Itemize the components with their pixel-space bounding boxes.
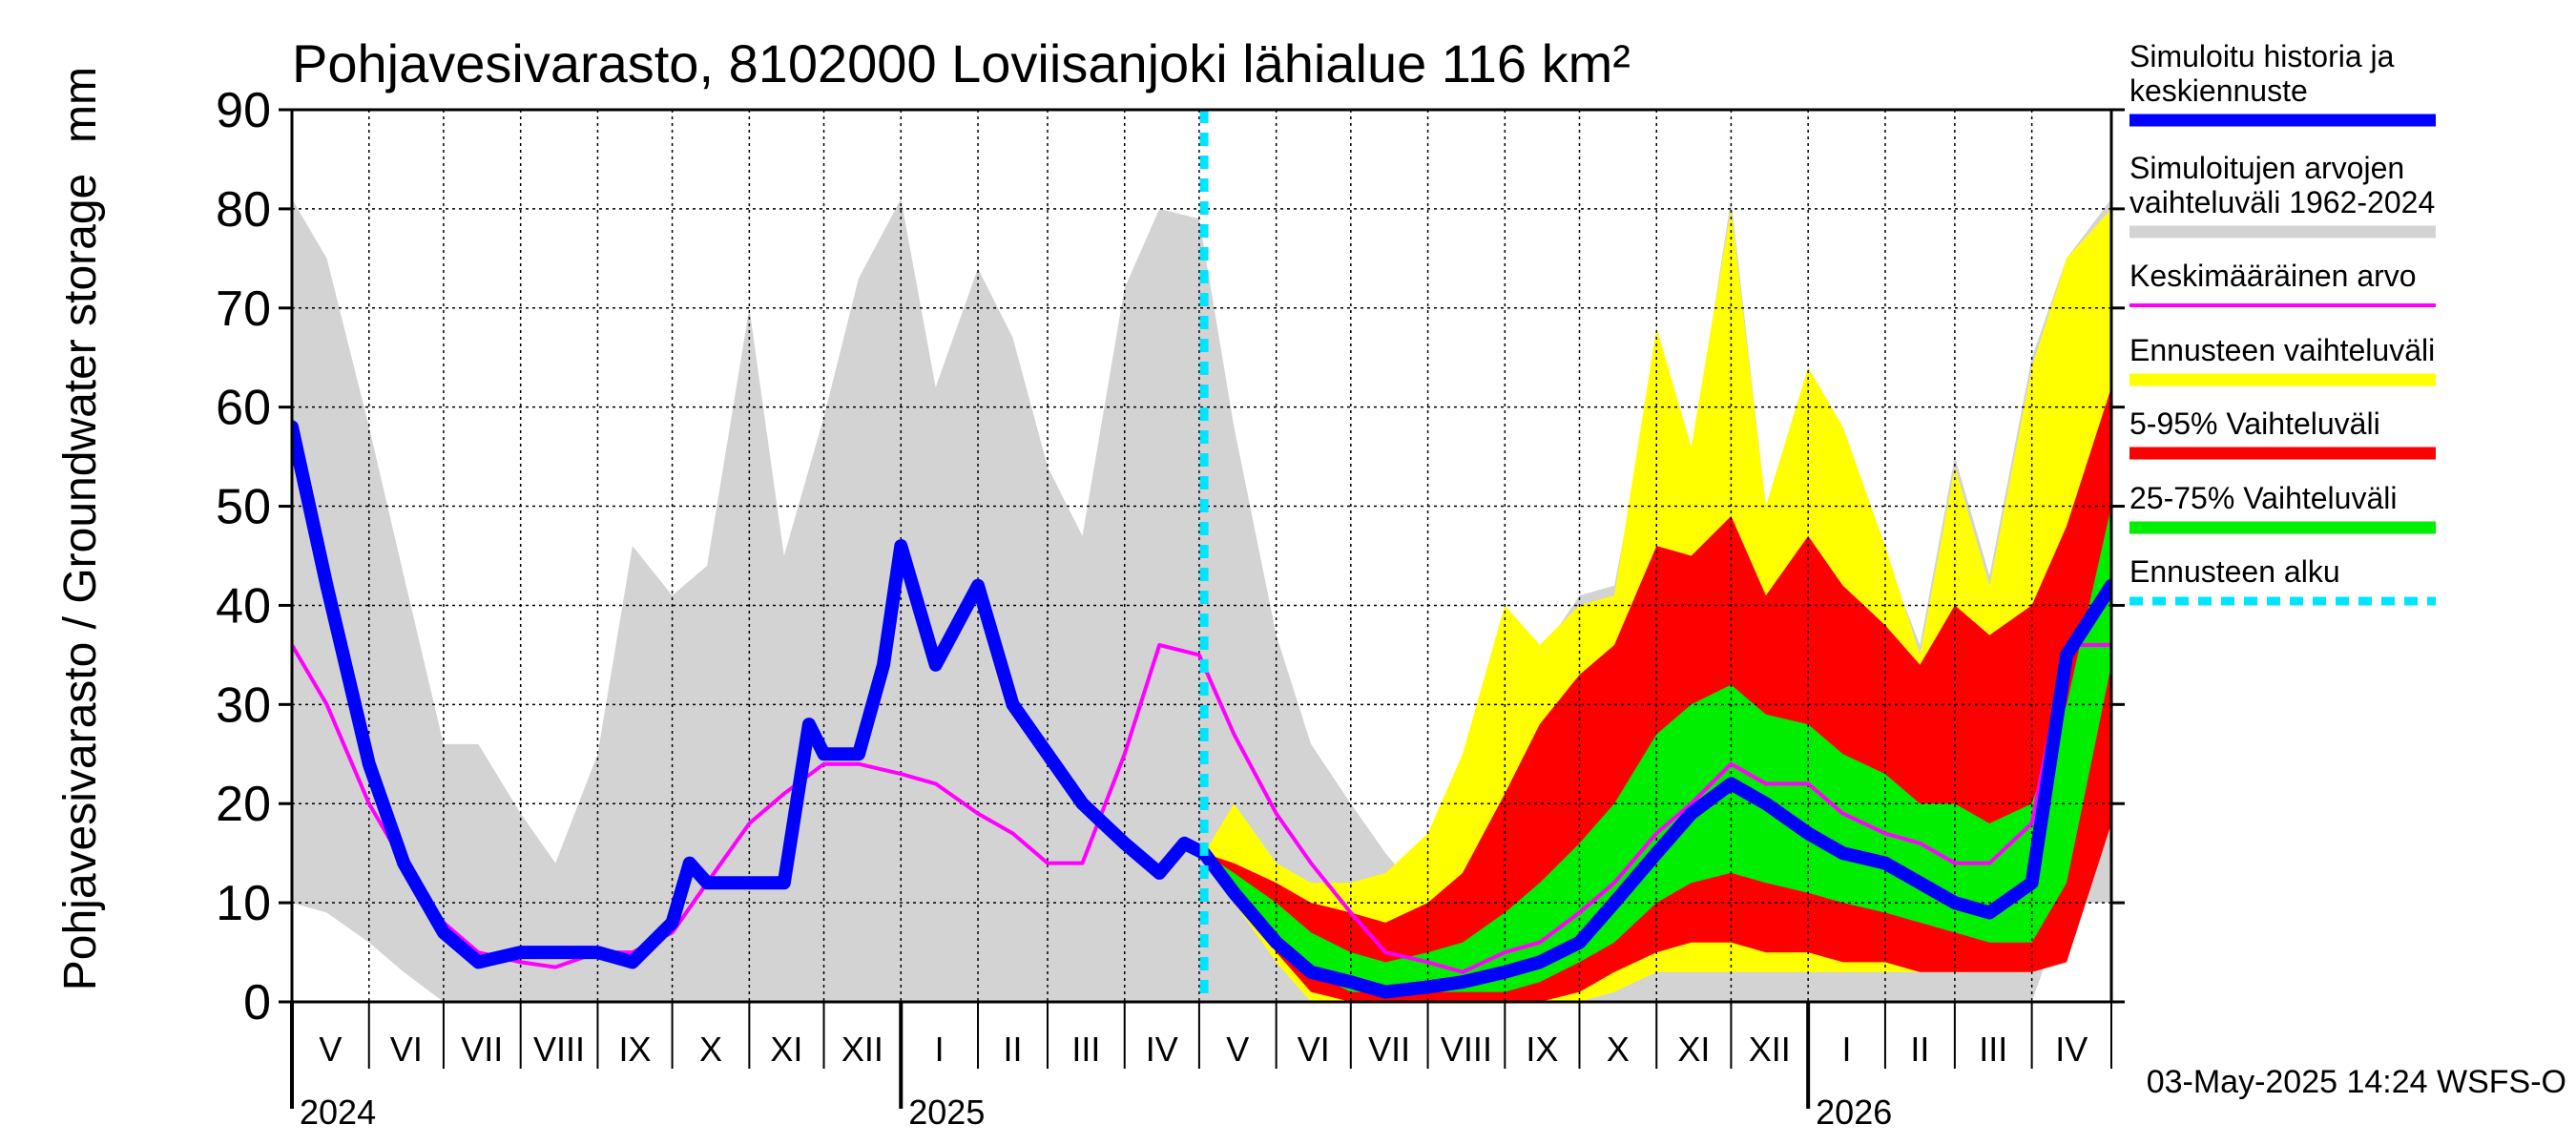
y-tick-label-20: 20 xyxy=(216,777,271,832)
x-month-label-10: III xyxy=(1071,1030,1100,1069)
x-month-label-2: VII xyxy=(461,1030,503,1069)
legend-label-line: Simuloitu historia ja xyxy=(2129,39,2395,73)
plot-area xyxy=(292,110,2111,1002)
x-month-label-9: II xyxy=(1003,1030,1022,1069)
line-5 xyxy=(292,420,2111,999)
x-month-label-13: VI xyxy=(1298,1030,1330,1069)
x-month-label-6: XI xyxy=(770,1030,802,1069)
legend-label-6: Ennusteen alku xyxy=(2129,554,2340,589)
x-month-label-5: X xyxy=(699,1030,722,1069)
x-month-label-7: XII xyxy=(841,1030,883,1069)
x-month-label-15: VIII xyxy=(1441,1030,1492,1069)
x-month-label-21: II xyxy=(1910,1030,1929,1069)
plot-clip-group xyxy=(292,110,2111,1002)
y-tick-label-90: 90 xyxy=(216,83,271,138)
x-month-label-19: XII xyxy=(1749,1030,1791,1069)
legend-label-1: Simuloitujen arvojen vaihteluväli 1962-20… xyxy=(2129,151,2435,219)
legend-label-2: Keskimääräinen arvo xyxy=(2129,259,2417,293)
plot-frame xyxy=(290,108,2113,1004)
legend-label-4: 5-95% Vaihteluväli xyxy=(2129,406,2380,441)
y-tick-label-80: 80 xyxy=(216,182,271,238)
band-3 xyxy=(1204,506,2111,992)
y-tick-label-30: 30 xyxy=(216,677,271,733)
x-month-label-0: V xyxy=(319,1030,342,1069)
y-tick-label-40: 40 xyxy=(216,578,271,634)
y-tick-label-70: 70 xyxy=(216,281,271,337)
x-month-label-23: IV xyxy=(2055,1030,2088,1069)
y-tick-label-0: 0 xyxy=(243,975,271,1030)
x-month-label-17: X xyxy=(1607,1030,1630,1069)
y-tick-label-50: 50 xyxy=(216,480,271,535)
legend-label-line: keskiennuste xyxy=(2129,73,2308,108)
x-month-label-20: I xyxy=(1842,1030,1852,1069)
legend-label-line: vaihteluväli 1962-2024 xyxy=(2129,185,2435,219)
x-month-label-1: VI xyxy=(390,1030,423,1069)
y-axis-label: Pohjavesivarasto / Groundwater storage xyxy=(55,174,106,990)
x-year-label-2: 2026 xyxy=(1816,1093,1892,1132)
legend-label-3: Ennusteen vaihteluväli xyxy=(2129,333,2435,367)
x-month-label-22: III xyxy=(1979,1030,2007,1069)
legend-label-5: 25-75% Vaihteluväli xyxy=(2129,481,2397,515)
x-month-label-18: XI xyxy=(1677,1030,1710,1069)
y-axis-unit: mm xyxy=(55,67,106,143)
x-month-label-3: VIII xyxy=(533,1030,585,1069)
legend-label-line: Simuloitujen arvojen xyxy=(2129,151,2404,185)
x-month-label-4: IX xyxy=(619,1030,652,1069)
x-month-label-12: V xyxy=(1226,1030,1249,1069)
x-year-label-1: 2025 xyxy=(908,1093,985,1132)
x-month-label-11: IV xyxy=(1146,1030,1178,1069)
legend-label-0: Simuloitu historia ja keskiennuste xyxy=(2129,39,2395,108)
chart-title: Pohjavesivarasto, 8102000 Loviisanjoki l… xyxy=(292,33,1631,94)
y-tick-label-60: 60 xyxy=(216,381,271,436)
x-month-label-16: IX xyxy=(1526,1030,1558,1069)
x-year-label-0: 2024 xyxy=(300,1093,376,1132)
footer-timestamp: 03-May-2025 14:24 WSFS-O xyxy=(2147,1064,2566,1100)
legend: Simuloitu historia ja keskiennusteSimuloi… xyxy=(2129,39,2436,606)
y-tick-label-10: 10 xyxy=(216,876,271,931)
x-month-label-8: I xyxy=(935,1030,945,1069)
x-month-label-14: VII xyxy=(1368,1030,1410,1069)
